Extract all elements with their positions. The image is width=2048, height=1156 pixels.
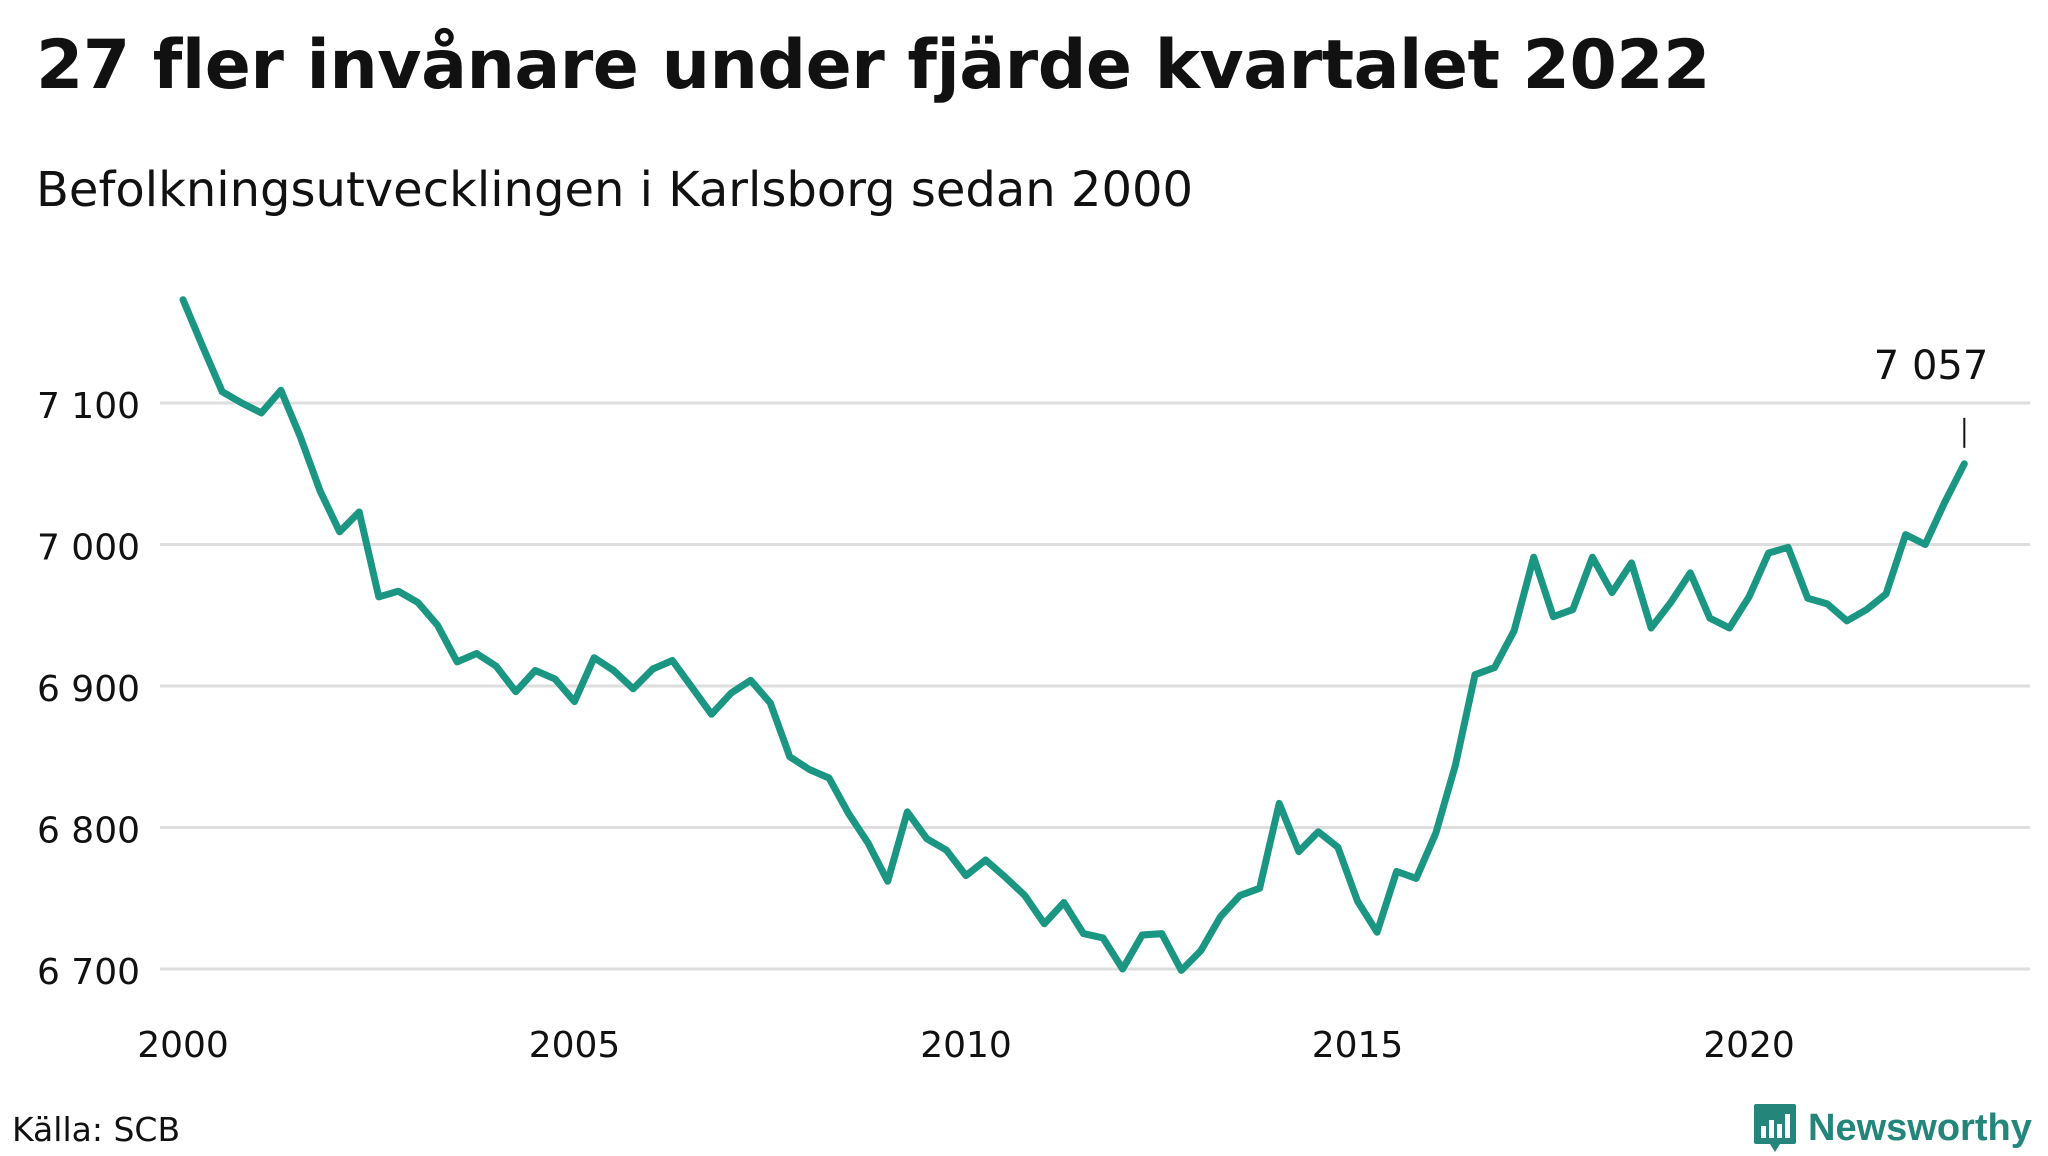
bar-chart-logo-icon: [1754, 1104, 1796, 1152]
y-tick-label: 6 700: [37, 952, 140, 993]
y-tick-label: 6 900: [37, 669, 140, 710]
x-tick-label: 2015: [1312, 1025, 1404, 1066]
x-tick-label: 2000: [137, 1025, 229, 1066]
chart-subtitle: Befolkningsutvecklingen i Karlsborg seda…: [36, 162, 1194, 218]
series-line: [179, 296, 1968, 974]
brand-name: Newsworthy: [1808, 1106, 2032, 1149]
annotation-label: 7 057: [1874, 343, 1989, 389]
chart-title: 27 fler invånare under fjärde kvartalet …: [36, 26, 1710, 105]
y-axis: 6 700 6 800 6 900 7 000 7 100: [37, 386, 140, 993]
gridlines: [160, 401, 2030, 971]
source-note: Källa: SCB: [12, 1110, 181, 1149]
y-tick-label: 7 000: [37, 528, 140, 569]
brand-logo: Newsworthy: [1752, 1100, 2032, 1156]
series-population: [179, 296, 1968, 974]
x-tick-label: 2010: [920, 1025, 1012, 1066]
y-tick-label: 6 800: [37, 811, 140, 852]
y-tick-label: 7 100: [37, 386, 140, 427]
annotation: 7 057: [1874, 343, 1989, 448]
x-tick-label: 2005: [529, 1025, 621, 1066]
x-axis: 2000 2005 2010 2015 2020: [137, 1025, 1795, 1066]
x-tick-label: 2020: [1703, 1025, 1795, 1066]
